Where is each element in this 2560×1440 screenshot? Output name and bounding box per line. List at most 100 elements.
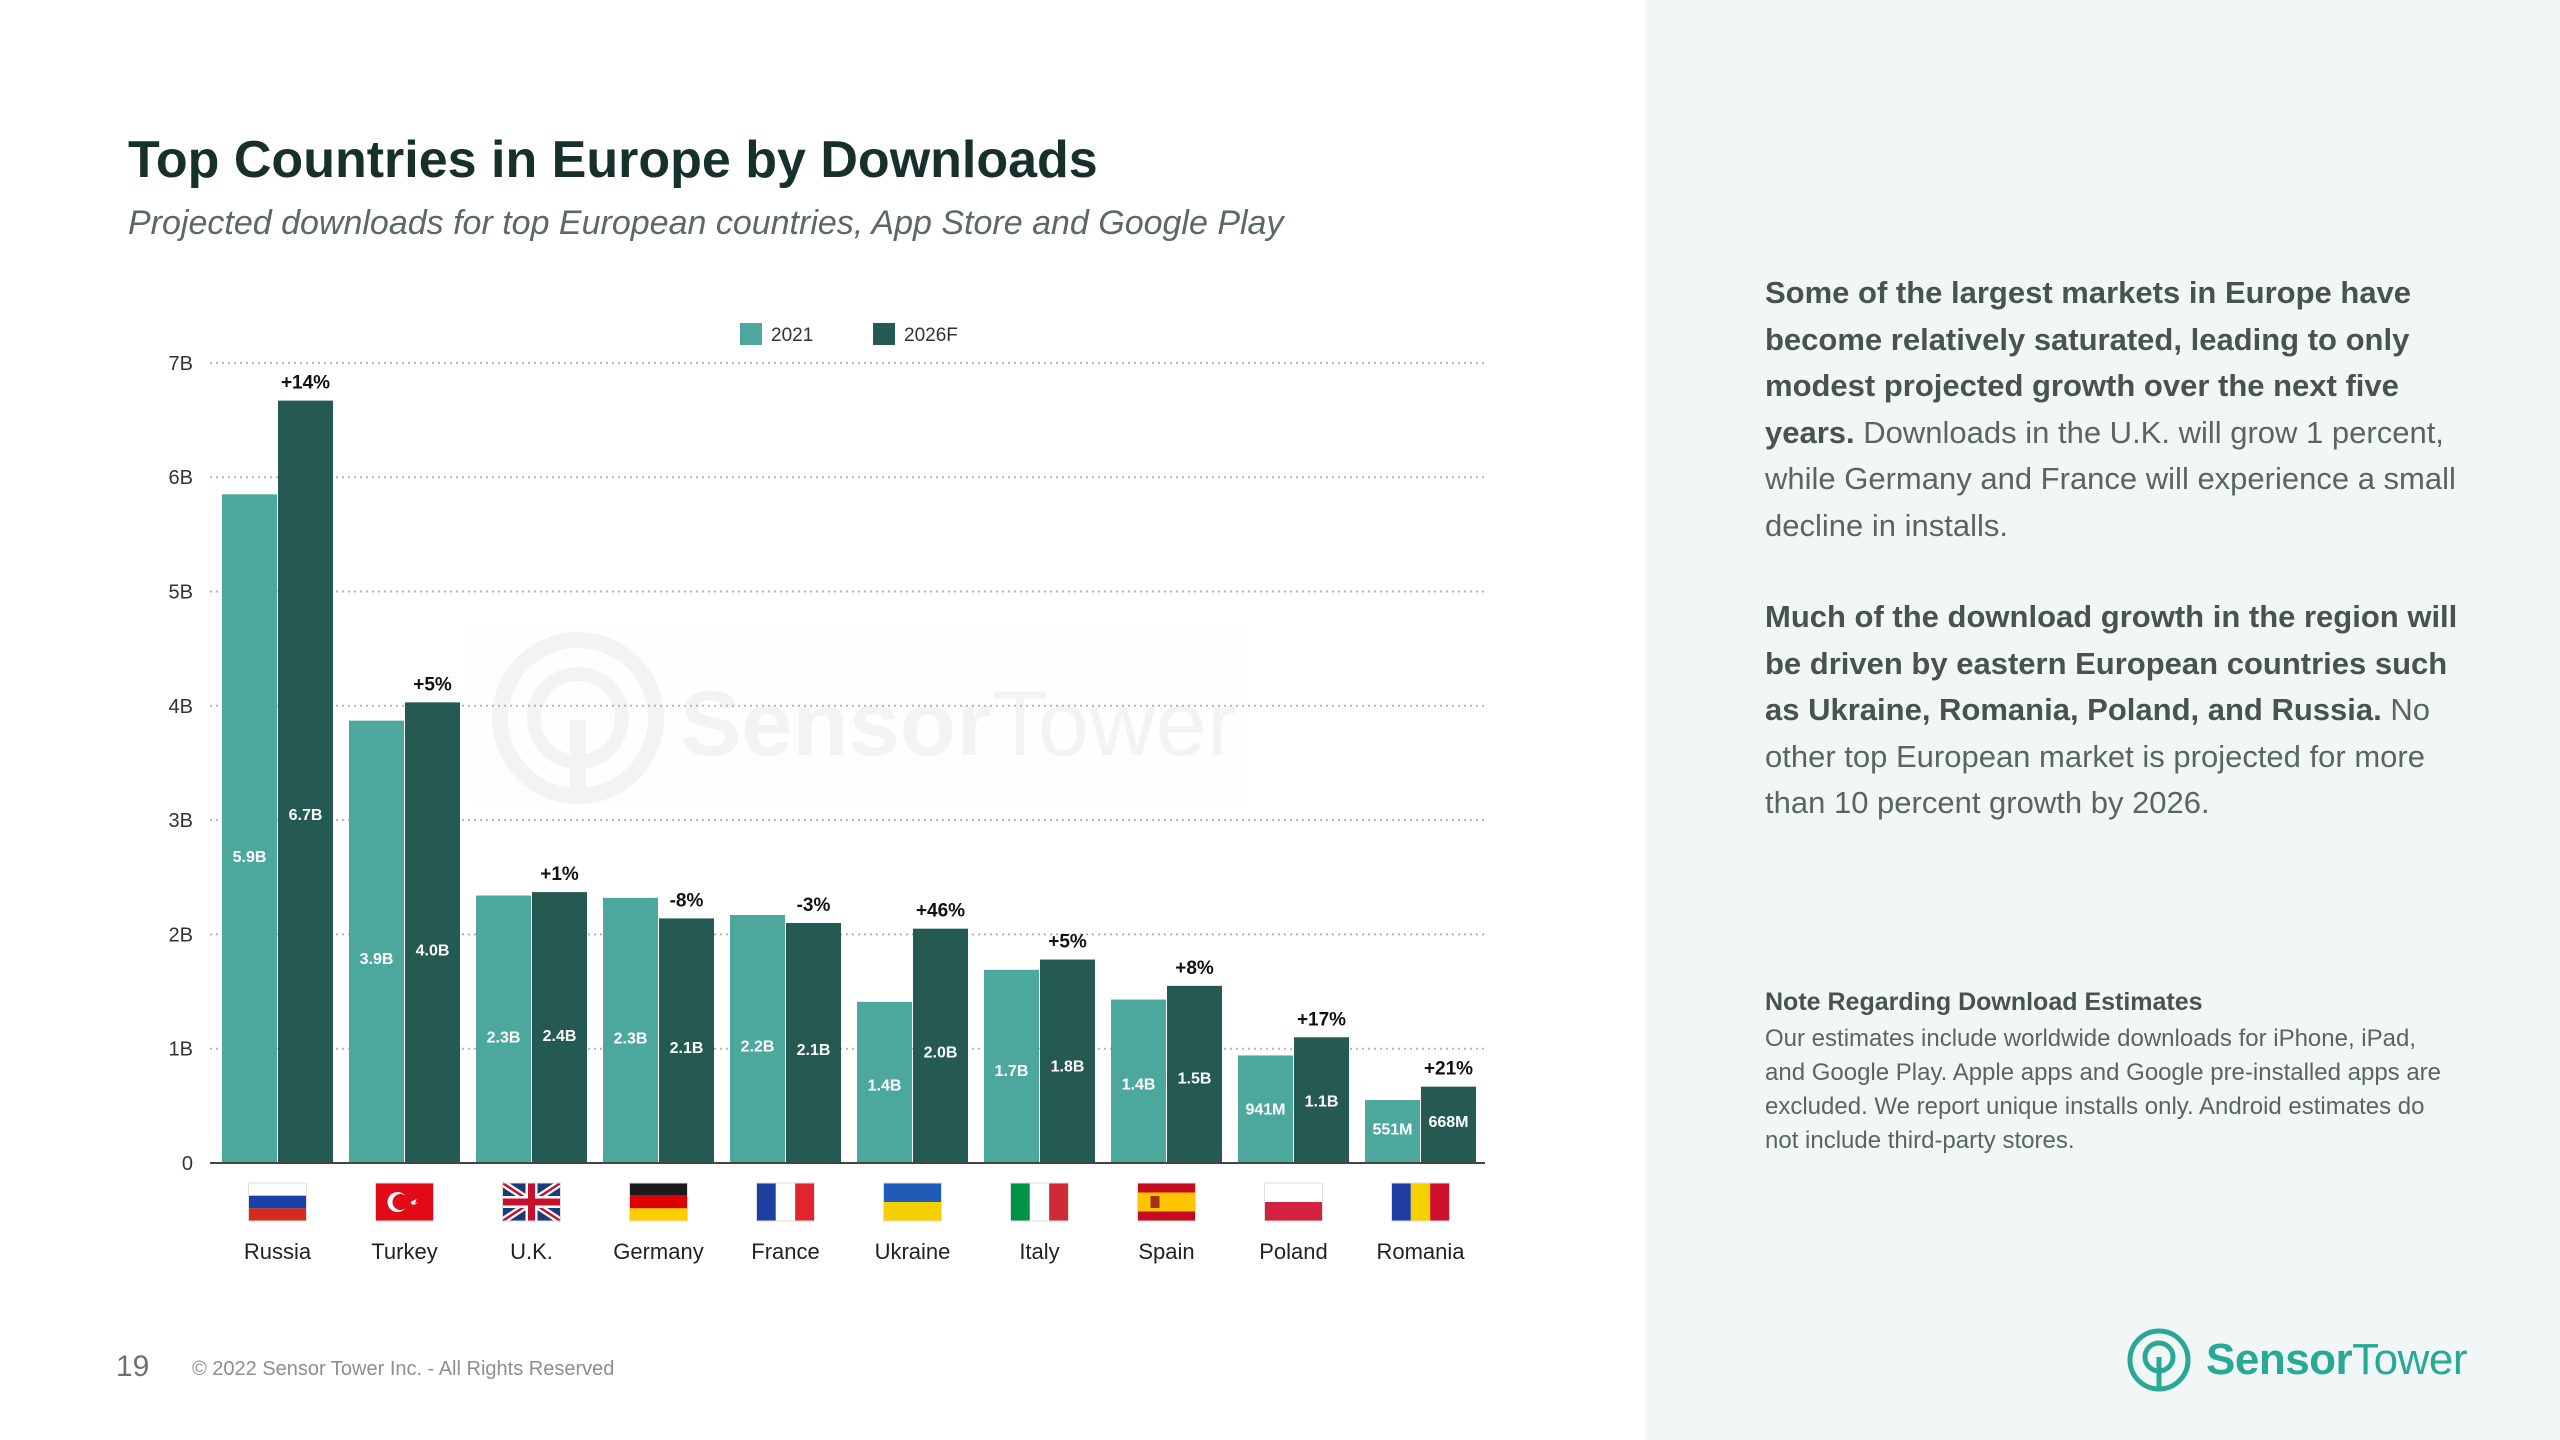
data-label-2021: 1.4B <box>868 1077 902 1094</box>
bar-2021-russia <box>222 494 277 1164</box>
data-label-2026f: 2.0B <box>924 1045 958 1062</box>
spain-flag-icon <box>1137 1182 1196 1222</box>
x-label-u-k: U.K. <box>510 1239 553 1264</box>
data-label-2021: 5.9B <box>233 849 267 866</box>
bar-2026f-russia <box>278 400 333 1163</box>
turkey-flag-border <box>375 1182 434 1222</box>
growth-label: -8% <box>670 890 704 911</box>
x-label-france: France <box>751 1239 819 1264</box>
legend-label-2021: 2021 <box>771 325 813 346</box>
bar-2021-spain <box>1111 999 1166 1163</box>
insights-panel-background <box>1645 0 2560 1440</box>
data-label-2026f: 4.0B <box>416 943 450 960</box>
x-label-germany: Germany <box>613 1239 703 1264</box>
y-tick-label: 3B <box>169 810 193 832</box>
x-label-poland: Poland <box>1259 1239 1328 1264</box>
x-label-romania: Romania <box>1376 1239 1465 1264</box>
page-number: 19 <box>116 1350 150 1383</box>
y-tick-label: 4B <box>169 696 193 718</box>
data-label-2026f: 2.4B <box>543 1028 577 1045</box>
bar-2026f-u-k <box>532 892 587 1163</box>
insight-1-bold: Some of the largest markets in Europe ha… <box>1765 275 2412 450</box>
x-label-russia: Russia <box>244 1239 312 1264</box>
insight-paragraph-1: Some of the largest markets in Europe ha… <box>1765 270 2465 549</box>
page-title: Top Countries in Europe by Downloads <box>128 131 1098 189</box>
ukraine-flag-border <box>883 1182 942 1222</box>
uk-flag-icon <box>500 1180 563 1224</box>
bar-2026f-france <box>786 922 841 1163</box>
y-tick-label: 2B <box>169 924 193 946</box>
bar-2021-romania <box>1365 1100 1420 1163</box>
growth-label: +8% <box>1175 958 1214 979</box>
page-subtitle: Projected downloads for top European cou… <box>128 204 1284 242</box>
legend-swatch-2026f <box>873 323 895 345</box>
data-label-2026f: 1.1B <box>1305 1093 1339 1110</box>
bar-2026f-poland <box>1294 1037 1349 1163</box>
legend-label-2026f: 2026F <box>904 325 958 346</box>
y-tick-label: 0 <box>182 1153 193 1175</box>
germany-flag-icon <box>629 1182 688 1222</box>
italy-flag-border <box>1010 1182 1069 1222</box>
y-tick-label: 1B <box>169 1039 193 1061</box>
logo-text: SensorTower <box>2206 1335 2468 1384</box>
data-label-2021: 941M <box>1245 1102 1285 1119</box>
insight-2-bold: Much of the download growth in the regio… <box>1765 599 2458 727</box>
insight-1-text: Downloads in the U.K. will grow 1 percen… <box>1765 414 2456 543</box>
x-label-italy: Italy <box>1019 1239 1059 1264</box>
y-tick-label: 6B <box>169 467 193 489</box>
insight-paragraph-2: Much of the download growth in the regio… <box>1765 594 2465 827</box>
data-label-2021: 2.3B <box>487 1030 521 1047</box>
bar-2021-turkey <box>349 720 404 1163</box>
svg-text:SensorTower: SensorTower <box>680 673 1237 775</box>
growth-label: +17% <box>1297 1009 1346 1030</box>
chart-legend: 2021 2026F <box>740 323 958 346</box>
growth-label: +5% <box>413 674 452 695</box>
bar-2021-germany <box>603 897 658 1163</box>
germany-flag-border <box>629 1182 688 1222</box>
x-label-ukraine: Ukraine <box>875 1239 951 1264</box>
data-label-2021: 551M <box>1372 1122 1412 1139</box>
insight-2-text: No other top European market is projecte… <box>1765 692 2430 820</box>
note-body: Our estimates include worldwide download… <box>1765 1025 2442 1154</box>
bar-2021-france <box>730 914 785 1163</box>
france-flag-icon <box>756 1182 815 1222</box>
bar-2026f-italy <box>1040 959 1095 1163</box>
turkey-flag-icon <box>375 1182 434 1222</box>
watermark-text-bold: Sensor <box>680 673 992 775</box>
copyright: © 2022 Sensor Tower Inc. - All Rights Re… <box>192 1358 615 1380</box>
data-label-2021: 1.7B <box>995 1063 1029 1080</box>
data-label-2021: 2.3B <box>614 1031 648 1048</box>
romania-flag-border <box>1391 1182 1450 1222</box>
x-label-spain: Spain <box>1138 1239 1194 1264</box>
bar-2026f-germany <box>659 918 714 1163</box>
data-label-2021: 1.4B <box>1122 1076 1156 1093</box>
bar-2021-ukraine <box>857 1001 912 1163</box>
romania-flag-icon <box>1391 1182 1450 1222</box>
france-flag-border <box>756 1182 815 1222</box>
growth-label: +1% <box>540 864 579 885</box>
bar-2026f-spain <box>1167 985 1222 1163</box>
growth-label: +14% <box>281 373 330 394</box>
data-label-2021: 2.2B <box>741 1038 775 1055</box>
sensor-tower-watermark: SensorTower <box>492 632 1237 804</box>
russia-flag-icon <box>248 1182 307 1222</box>
bar-2026f-turkey <box>405 702 460 1163</box>
uk-flag-border <box>502 1182 561 1222</box>
y-tick-label: 5B <box>169 582 193 604</box>
note-title: Note Regarding Download Estimates <box>1765 988 2203 1016</box>
data-label-2026f: 6.7B <box>289 807 323 824</box>
bar-2021-u-k <box>476 895 531 1163</box>
data-label-2026f: 2.1B <box>670 1040 704 1057</box>
russia-flag-border <box>248 1182 307 1222</box>
data-label-2026f: 2.1B <box>797 1042 831 1059</box>
italy-flag-icon <box>1010 1182 1069 1222</box>
watermark-text-light: Tower <box>992 673 1237 775</box>
growth-label: -3% <box>797 895 831 916</box>
bar-2026f-romania <box>1421 1086 1476 1163</box>
spain-flag-border <box>1137 1182 1196 1222</box>
growth-label: +46% <box>916 901 965 922</box>
data-label-2021: 3.9B <box>360 951 394 968</box>
sensor-tower-logo: SensorTower <box>2126 1325 2468 1395</box>
x-label-turkey: Turkey <box>371 1239 437 1264</box>
data-label-2026f: 1.8B <box>1051 1058 1085 1075</box>
